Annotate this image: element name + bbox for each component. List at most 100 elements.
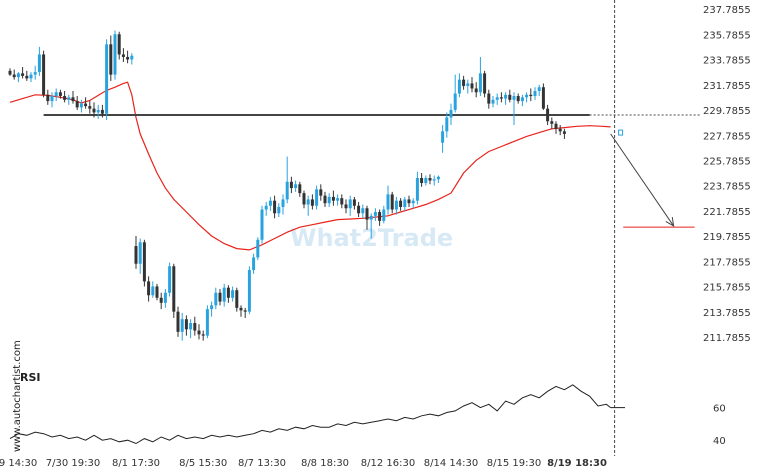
price-tick-label: 227.7855 <box>703 131 751 142</box>
price-tick-label: 213.7855 <box>703 308 751 319</box>
candle-body <box>235 290 239 308</box>
candle-body <box>151 286 155 296</box>
candle-body <box>285 181 289 200</box>
candle-body <box>75 101 79 108</box>
candle-body <box>541 87 545 109</box>
candle-body <box>189 323 193 330</box>
candle-body <box>142 242 146 282</box>
candle-body <box>466 83 470 86</box>
candle-body <box>222 287 226 302</box>
candle-body <box>386 194 390 210</box>
candle-body <box>436 176 440 180</box>
candle-body <box>117 34 121 55</box>
candle-body <box>294 184 298 189</box>
candle-body <box>344 204 348 209</box>
candle-body <box>369 215 373 220</box>
candle-body <box>21 73 25 76</box>
candle-body <box>239 307 243 311</box>
candle-body <box>495 97 499 100</box>
candle-body <box>453 93 457 110</box>
candle-body <box>176 311 180 332</box>
candle-body <box>205 309 209 336</box>
candle-body <box>134 246 138 264</box>
time-tick-label: 8/19 18:30 <box>547 458 607 469</box>
time-tick-label: 8/8 18:30 <box>301 458 349 469</box>
candle-body <box>407 199 411 204</box>
candle-body <box>105 44 109 114</box>
candle-body <box>252 257 256 271</box>
candle-body <box>92 108 96 113</box>
candle-body <box>352 199 356 206</box>
price-tick-label: 235.7855 <box>703 30 751 41</box>
candle-body <box>172 266 176 312</box>
candle-body <box>483 73 487 94</box>
candle-body <box>323 195 327 204</box>
candle-body <box>155 286 159 298</box>
candle-body <box>537 87 541 91</box>
candle-body <box>319 189 323 196</box>
candle-body <box>512 96 516 100</box>
candle-body <box>533 91 537 97</box>
candle-body <box>382 209 386 221</box>
price-tick-label: 237.7855 <box>703 5 751 16</box>
candle-body <box>520 97 524 102</box>
candle-body <box>100 109 104 114</box>
projection-arrow-line <box>610 133 675 227</box>
rsi-tick-label: 40 <box>713 436 726 447</box>
candle-body <box>529 94 533 97</box>
candle-body <box>121 54 125 57</box>
candle-body <box>546 108 550 122</box>
candle-body <box>201 334 205 336</box>
candle-body <box>445 117 449 132</box>
candle-body <box>268 200 272 206</box>
time-tick-label: 7/30 19:30 <box>46 458 100 469</box>
candle-body <box>247 270 251 312</box>
rsi-tick-label: 60 <box>713 404 726 415</box>
candle-body <box>210 305 214 310</box>
candle-body <box>88 106 92 109</box>
candle-body <box>281 199 285 207</box>
candle-body <box>8 70 12 75</box>
time-tick-label: 8/7 13:30 <box>238 458 286 469</box>
candle-body <box>126 56 130 60</box>
candle-body <box>218 292 222 302</box>
moving-average-line <box>9 81 611 251</box>
current-candle <box>618 129 624 136</box>
candle-body <box>491 99 495 104</box>
candle-body <box>411 200 415 204</box>
candle-body <box>327 196 331 204</box>
candle-body <box>298 184 302 194</box>
candle-body <box>399 200 403 207</box>
price-tick-label: 229.7855 <box>703 106 751 117</box>
candle-body <box>348 199 352 209</box>
candle-body <box>302 193 306 205</box>
candle-body <box>554 123 558 129</box>
time-tick-label: 8/14 14:30 <box>424 458 478 469</box>
rsi-layer <box>9 384 625 445</box>
candle-body <box>403 199 407 207</box>
candle-body <box>394 200 398 210</box>
candle-body <box>197 330 201 335</box>
candle-body <box>457 79 461 94</box>
candle-body <box>29 74 33 79</box>
candle-body <box>516 96 520 102</box>
candle-body <box>16 73 20 78</box>
candle-body <box>499 97 503 99</box>
candle-body <box>180 319 184 332</box>
candle-body <box>474 88 478 93</box>
candle-body <box>113 34 117 75</box>
candle-body <box>25 75 29 79</box>
candle-body <box>487 93 491 104</box>
time-tick-label: 8/15 19:30 <box>487 458 541 469</box>
price-tick-label: 225.7855 <box>703 157 751 168</box>
candle-body <box>424 178 428 184</box>
candle-body <box>58 92 62 97</box>
candle-body <box>365 208 369 220</box>
candle-body <box>441 131 445 143</box>
price-tick-label: 211.7855 <box>703 333 751 344</box>
candle-body <box>138 242 142 264</box>
projection-arrow-head <box>665 216 675 227</box>
candle-body <box>390 194 394 210</box>
candle-body <box>428 178 432 181</box>
